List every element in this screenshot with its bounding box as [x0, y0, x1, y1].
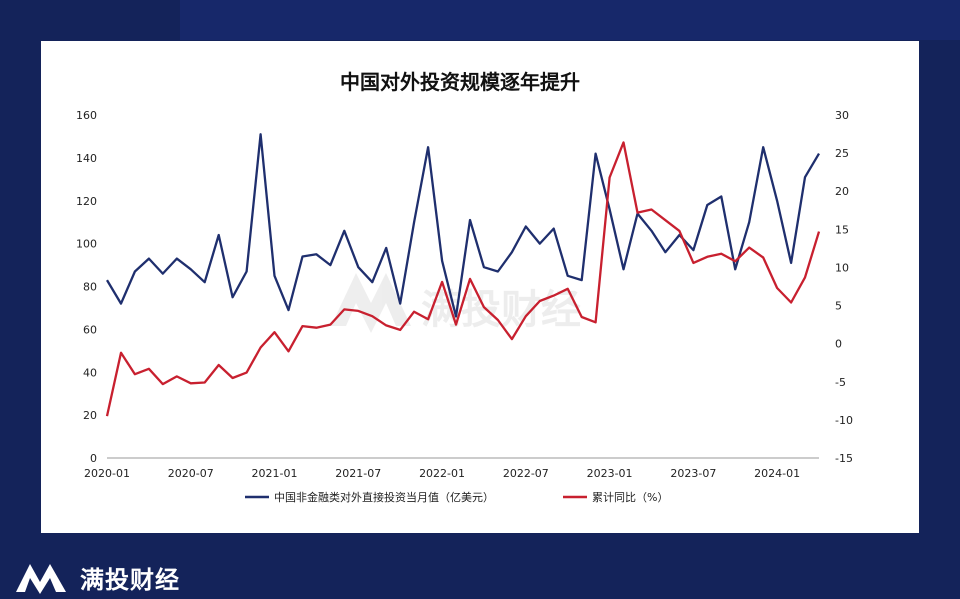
x-tick-label: 2023-01	[587, 467, 633, 480]
x-tick-label: 2021-01	[252, 467, 298, 480]
right-tick-label: 5	[835, 300, 842, 313]
line-chart: 满投财经 中国对外投资规模逐年提升 020406080100120140160 …	[76, 70, 853, 504]
chart-panel: 满投财经 中国对外投资规模逐年提升 0 20 40 60 80 100 120 140 160 …	[41, 41, 919, 533]
right-tick-label: 30	[835, 109, 849, 122]
x-tick-label: 2023-07	[670, 467, 716, 480]
series-line-1	[106, 133, 820, 318]
right-tick-label: 10	[835, 261, 849, 274]
x-tick-label: 2022-01	[419, 467, 465, 480]
chart-title: 中国对外投资规模逐年提升	[340, 70, 580, 94]
x-axis: 2020-01 2020-07 2021-01 2021-07 2022-01 2022-…	[84, 457, 819, 480]
x-tick-label: 2021-07	[335, 467, 381, 480]
x-tick-label: 2024-01	[754, 467, 800, 480]
left-tick-label: 120	[76, 195, 97, 208]
left-tick-label: 60	[83, 323, 97, 336]
right-tick-label: 15	[835, 223, 849, 236]
brand-logo: 满投财经	[14, 560, 180, 594]
x-tick-label: 2022-07	[503, 467, 549, 480]
series-line-2	[105, 141, 821, 417]
background-decoration	[180, 0, 960, 40]
left-tick-label: 160	[76, 109, 97, 122]
left-tick-label: 140	[76, 152, 97, 165]
legend-label-series-1: 中国非金融类对外直接投资当月值（亿美元）	[274, 490, 494, 504]
left-tick-label: 0	[90, 452, 97, 465]
right-tick-label: 25	[835, 147, 849, 160]
left-tick-label: 20	[83, 409, 97, 422]
right-tick-label: -15	[835, 452, 853, 465]
right-tick-label: 0	[835, 338, 842, 351]
right-axis: -15 -10 -5 0 5 10 15 20 25 30	[835, 109, 853, 465]
left-axis: 0 20 40 60 80 100 120 140 160	[76, 109, 97, 465]
right-tick-label: 20	[835, 185, 849, 198]
legend: 中国非金融类对外直接投资当月值（亿美元） 累计同比（%）	[245, 490, 668, 504]
brand-m-icon	[16, 564, 66, 594]
left-tick-label: 80	[83, 281, 97, 294]
series-layer	[105, 133, 821, 417]
left-tick-label: 40	[83, 366, 97, 379]
right-tick-label: -5	[835, 376, 846, 389]
x-tick-label: 2020-01	[84, 467, 130, 480]
left-tick-label: 100	[76, 238, 97, 251]
x-tick-label: 2020-07	[168, 467, 214, 480]
right-tick-label: -10	[835, 414, 853, 427]
legend-label-series-2: 累计同比（%）	[592, 491, 668, 504]
brand-name: 满投财经	[80, 565, 180, 594]
